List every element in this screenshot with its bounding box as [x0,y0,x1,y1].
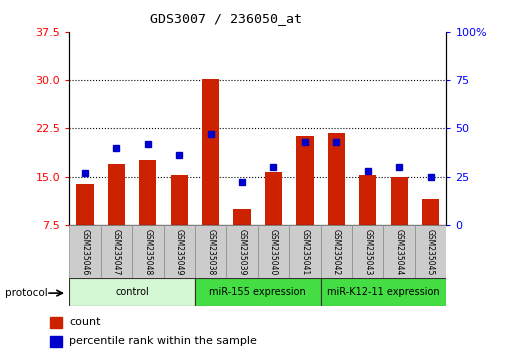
Bar [321,278,446,306]
Bar [289,225,321,278]
Text: percentile rank within the sample: percentile rank within the sample [69,336,257,346]
Text: GSM235041: GSM235041 [301,229,309,275]
Bar [321,225,352,278]
Text: control: control [115,287,149,297]
Bar [171,175,188,225]
Bar [50,317,62,328]
Bar [383,225,415,278]
Bar [76,184,93,225]
Bar [69,278,195,306]
Text: GSM235038: GSM235038 [206,229,215,275]
Text: GSM235046: GSM235046 [81,228,89,275]
Bar [101,225,132,278]
Text: GSM235042: GSM235042 [332,229,341,275]
Text: protocol: protocol [5,288,48,298]
Bar [233,209,251,225]
Bar [258,225,289,278]
Text: GSM235039: GSM235039 [238,228,247,275]
Bar [195,278,321,306]
Bar [352,225,383,278]
Text: miR-K12-11 expression: miR-K12-11 expression [327,287,440,297]
Text: GDS3007 / 236050_at: GDS3007 / 236050_at [150,12,302,25]
Text: GSM235045: GSM235045 [426,228,435,275]
Text: GSM235048: GSM235048 [143,229,152,275]
Text: GSM235044: GSM235044 [394,228,404,275]
Bar [132,225,164,278]
Bar [202,79,219,225]
Bar [139,160,156,225]
Bar [422,199,439,225]
Bar [195,225,226,278]
Bar [415,225,446,278]
Bar [108,164,125,225]
Bar [265,172,282,225]
Bar [50,336,62,347]
Bar [328,133,345,225]
Bar [359,175,377,225]
Bar [390,177,408,225]
Text: GSM235047: GSM235047 [112,228,121,275]
Text: miR-155 expression: miR-155 expression [209,287,306,297]
Text: GSM235043: GSM235043 [363,228,372,275]
Bar [297,136,313,225]
Bar [164,225,195,278]
Text: GSM235040: GSM235040 [269,228,278,275]
Bar [69,225,101,278]
Text: count: count [69,318,101,327]
Bar [226,225,258,278]
Text: GSM235049: GSM235049 [175,228,184,275]
